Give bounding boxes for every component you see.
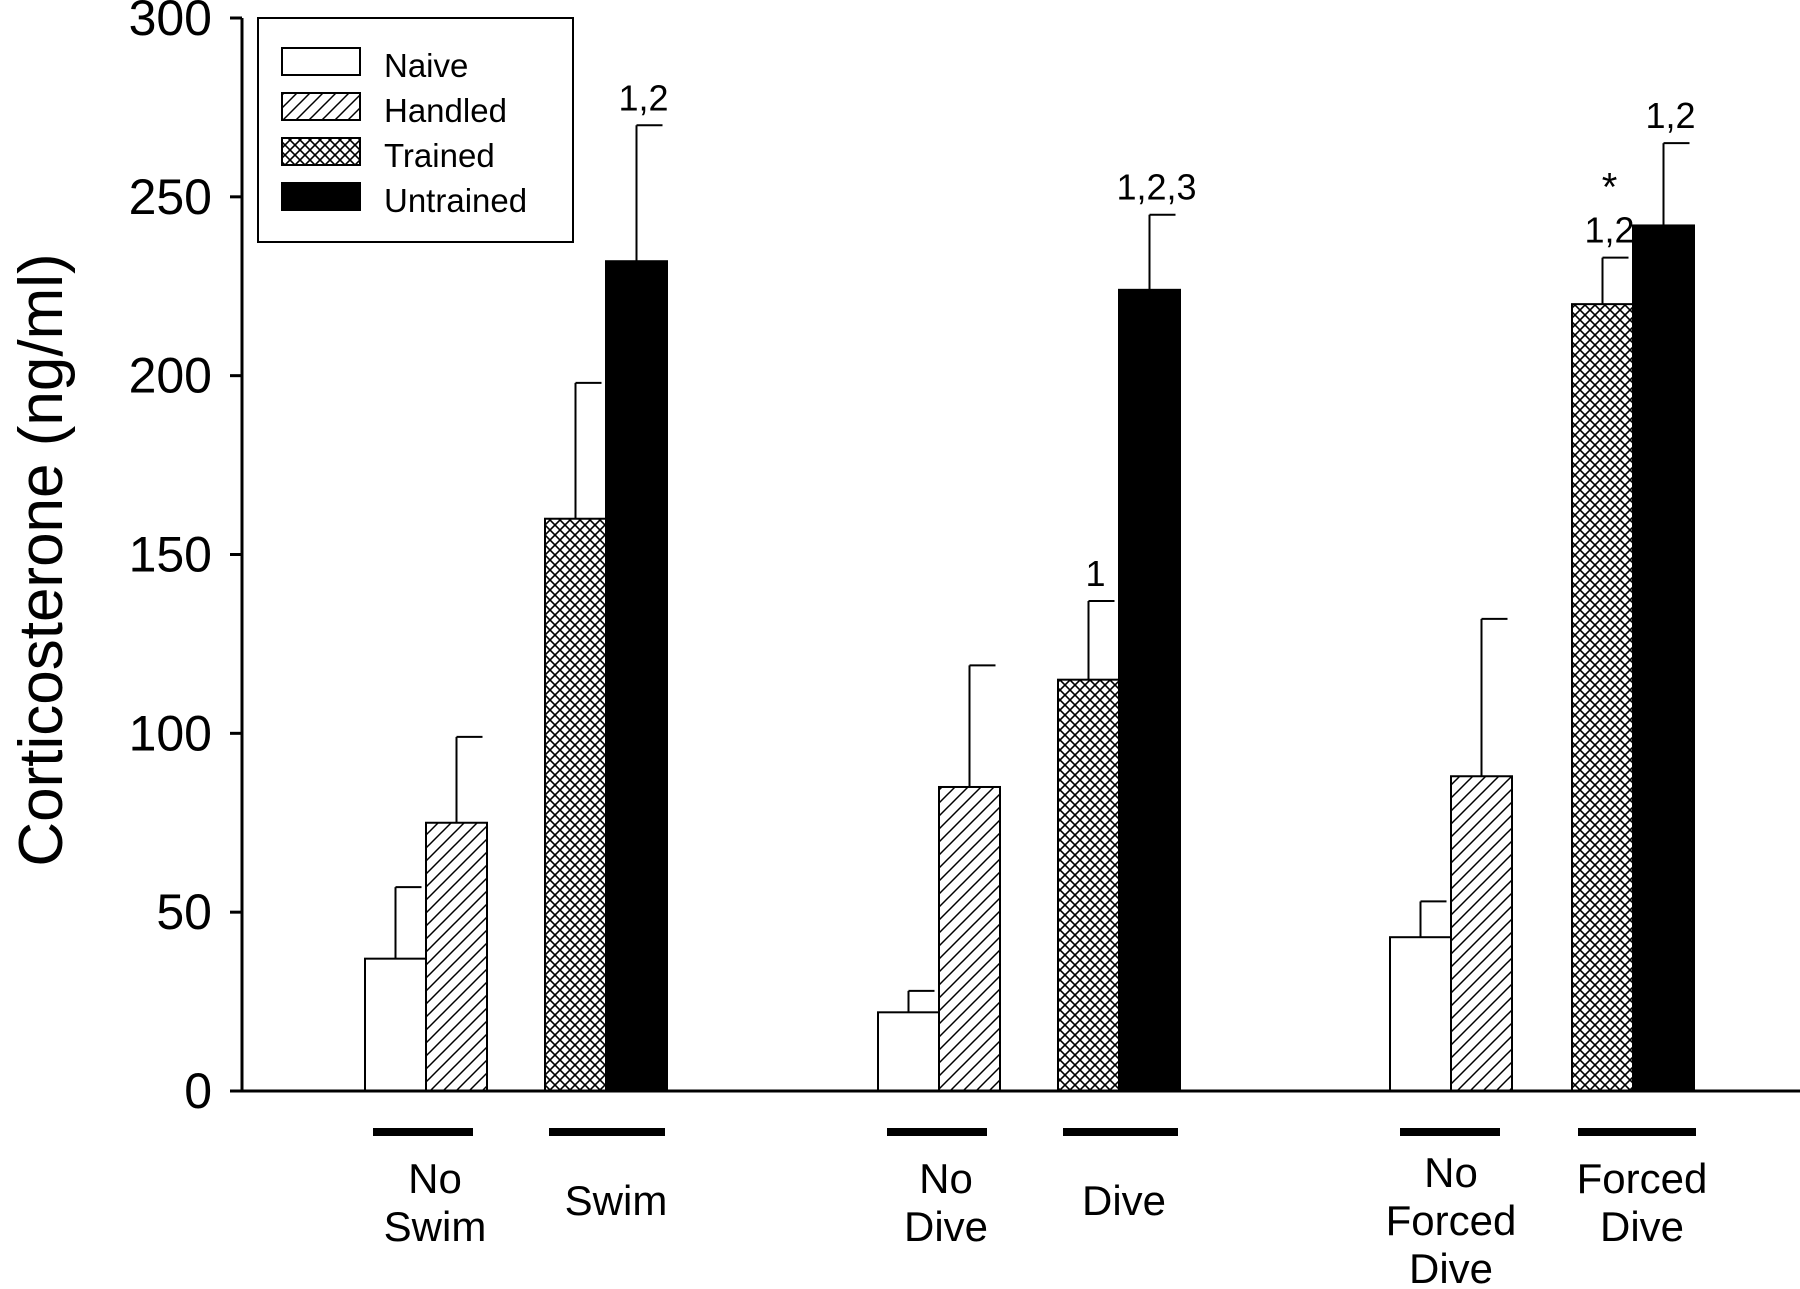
bar-handled: [1450, 775, 1513, 1093]
bar-trained: [1057, 678, 1120, 1093]
y-tick-label: 250: [129, 169, 212, 225]
group-label-line: Dive: [1409, 1245, 1493, 1289]
group-label-line: Dive: [1600, 1203, 1684, 1250]
bar-trained: [1571, 303, 1634, 1092]
significance-label: 1,2: [1645, 95, 1695, 136]
group-label-line: Swim: [565, 1177, 668, 1224]
legend-label-untrained: Untrained: [384, 182, 527, 219]
y-tick-label: 150: [129, 527, 212, 583]
legend-label-naive: Naive: [384, 47, 468, 84]
bar-trained: [544, 517, 607, 1092]
y-tick-label: 200: [129, 348, 212, 404]
bar-naive: [1389, 936, 1452, 1092]
significance-label: 1,2,3: [1116, 167, 1196, 208]
y-tick-label: 100: [129, 705, 212, 761]
significance-label: 1: [1085, 553, 1105, 594]
bar-untrained: [1118, 288, 1181, 1092]
legend-swatch-untrained: [281, 182, 361, 211]
y-axis-ticks: 0 50 100 150 200 250 300: [129, 0, 242, 1119]
legend-swatch-trained: [281, 137, 361, 166]
bar-handled: [938, 785, 1001, 1092]
bar-untrained: [605, 260, 668, 1093]
bar-untrained: [1632, 224, 1695, 1093]
group-label-line: No: [1424, 1149, 1478, 1196]
significance-star: *: [1602, 166, 1618, 210]
group-label-line: Dive: [1082, 1177, 1166, 1224]
y-tick-label: 0: [184, 1063, 212, 1119]
significance-label: 1,2: [1584, 210, 1634, 251]
y-axis-label: Corticosterone (ng/ml): [7, 253, 76, 866]
group-label-line: Swim: [384, 1203, 487, 1250]
legend-label-trained: Trained: [384, 137, 495, 174]
group-label-line: No: [919, 1155, 973, 1202]
legend-swatch-naive: [281, 47, 361, 76]
y-tick-label: 50: [156, 884, 212, 940]
group-label-line: No: [408, 1155, 462, 1202]
group-label-line: Forced: [1386, 1197, 1517, 1244]
bar-naive: [364, 957, 427, 1092]
bar-handled: [425, 821, 488, 1092]
group-label-line: Forced: [1577, 1155, 1708, 1202]
group-label-line: Dive: [904, 1203, 988, 1250]
y-tick-label: 300: [129, 0, 212, 46]
legend-label-handled: Handled: [384, 92, 507, 129]
bar-naive: [877, 1011, 940, 1093]
legend: Naive Handled Trained Untrained: [257, 17, 574, 243]
significance-label: 1,2: [618, 77, 668, 118]
legend-swatch-handled: [281, 92, 361, 121]
bar-marks: 1,211,2,31,2*1,2: [364, 77, 1696, 1093]
